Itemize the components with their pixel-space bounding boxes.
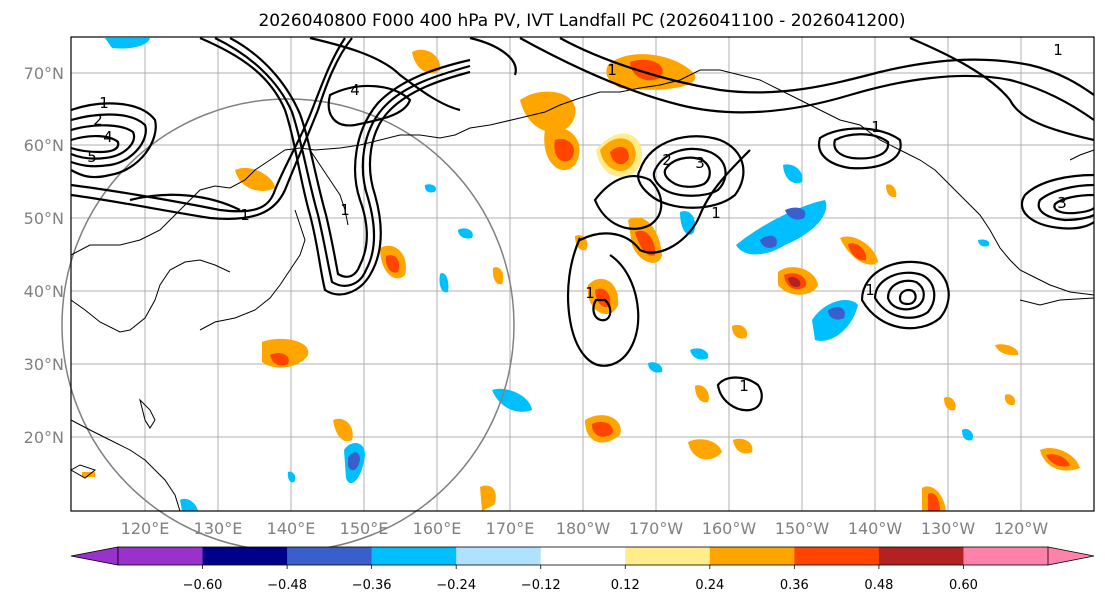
- contour-label: 3: [1057, 194, 1067, 212]
- contour-label: 4: [350, 81, 360, 99]
- longitude-label: 140°W: [848, 519, 903, 538]
- latitude-label: 30°N: [24, 355, 64, 374]
- contour-label: 2: [662, 151, 672, 169]
- colorbar-extend-max: [1047, 546, 1095, 566]
- colorbar-tick-label: 0.36: [780, 578, 809, 593]
- colorbar-segment: [540, 547, 626, 565]
- contour-labels: 1 2 4 5 1 4 1 1 2 3 1 1 3 1 1 1 1: [87, 41, 1067, 395]
- colorbar-segment: [456, 547, 542, 565]
- contour-label: 1: [871, 118, 881, 136]
- colorbar-segment: [794, 547, 880, 565]
- shade-blob: [380, 245, 406, 279]
- shade-blob: [585, 415, 621, 443]
- map-frame: [70, 36, 1095, 512]
- contour-label: 1: [1053, 41, 1063, 59]
- map-title: 2026040800 F000 400 hPa PV, IVT Landfall…: [258, 11, 905, 31]
- colorbar-segment: [625, 547, 711, 565]
- colorbar-frame: [117, 546, 1049, 566]
- longitude-label: 170°E: [486, 519, 535, 538]
- shade-blob: [812, 300, 858, 341]
- colorbar-segment: [202, 547, 288, 565]
- longitude-label: 120°W: [994, 519, 1049, 538]
- contour-label: 5: [87, 148, 97, 166]
- colorbar-tick-label: −0.24: [436, 578, 476, 593]
- colorbar-segment: [963, 547, 1049, 565]
- colorbar-extend-min: [70, 546, 119, 566]
- latitude-labels: 70°N 60°N 50°N 40°N 30°N 20°N: [24, 64, 64, 447]
- shade-blob: [235, 167, 309, 368]
- contour-label: 2: [93, 111, 103, 129]
- colorbar-tick-label: −0.36: [352, 578, 392, 593]
- longitude-label: 150°E: [340, 519, 389, 538]
- shade-blob: [778, 267, 818, 295]
- shade-blob: [520, 91, 580, 171]
- longitude-label: 130°E: [194, 519, 243, 538]
- longitude-labels: 120°E 130°E 140°E 150°E 160°E 170°E 180°W 170°W…: [121, 519, 1049, 538]
- coastlines: [69, 69, 1095, 512]
- contour-label: 1: [340, 201, 350, 219]
- shade-blob: [736, 200, 827, 255]
- longitude-label: 130°W: [921, 519, 976, 538]
- longitude-label: 140°E: [267, 519, 316, 538]
- latitude-label: 20°N: [24, 428, 64, 447]
- latitude-label: 40°N: [24, 282, 64, 301]
- contour-label: 1: [607, 61, 617, 79]
- colorbar-tick-label: −0.12: [521, 578, 561, 593]
- colorbar-tick-label: −0.48: [267, 578, 307, 593]
- colorbar: −0.60 −0.48 −0.36 −0.24 −0.12 0.12 0.24 0.36 0.4…: [70, 546, 1095, 593]
- shade-blob: [688, 438, 1080, 471]
- contour-label: 1: [711, 204, 721, 222]
- map-panel: 1 2 4 5 1 4 1 1 2 3 1 1 3 1 1 1 1: [61, 36, 1095, 552]
- colorbar-segment: [709, 547, 795, 565]
- shade-blob: [840, 236, 878, 265]
- longitude-label: 160°W: [702, 519, 757, 538]
- contour-label: 1: [99, 94, 109, 112]
- longitude-label: 150°W: [775, 519, 830, 538]
- contour-label: 1: [585, 284, 595, 302]
- colorbar-segment: [878, 547, 964, 565]
- colorbar-tick-label: −0.60: [183, 578, 223, 593]
- colorbar-tick-label: 0.60: [949, 578, 978, 593]
- contour-label: 3: [695, 154, 705, 172]
- colorbar-tick-label: 0.12: [611, 578, 640, 593]
- longitude-label: 170°W: [629, 519, 684, 538]
- pv-contours: [70, 36, 1095, 412]
- contour-label: 1: [739, 377, 749, 395]
- contour-label: 1: [240, 206, 250, 224]
- contour-label: 1: [865, 281, 875, 299]
- latitude-label: 50°N: [24, 209, 64, 228]
- colorbar-tick-label: 0.48: [864, 578, 893, 593]
- shade-blob: [596, 133, 642, 177]
- colorbar-segment: [287, 547, 373, 565]
- colorbar-segment: [371, 547, 457, 565]
- colorbar-segment: [118, 547, 204, 565]
- shade-blob: [344, 388, 532, 484]
- longitude-label: 180°W: [556, 519, 611, 538]
- longitude-label: 160°E: [413, 519, 462, 538]
- latitude-label: 60°N: [24, 136, 64, 155]
- latitude-label: 70°N: [24, 64, 64, 83]
- negative-ivt-shading: [105, 38, 990, 511]
- shade-blob: [105, 38, 990, 511]
- contour-label: 4: [103, 128, 113, 146]
- colorbar-tick-label: 0.24: [695, 578, 724, 593]
- longitude-label: 120°E: [121, 519, 170, 538]
